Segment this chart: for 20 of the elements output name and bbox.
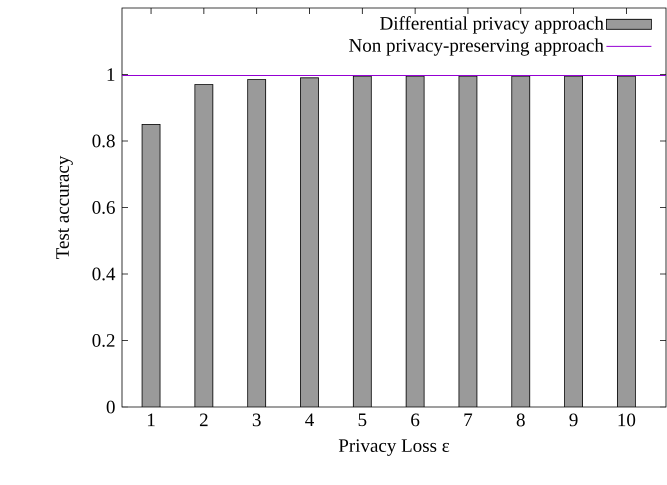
y-tick-label: 0.8 [92,134,115,148]
x-tick-label: 2 [200,414,208,426]
x-tick-label: 6 [411,414,420,426]
y-tick-label: 0.6 [92,201,115,214]
y-tick-label: 1 [108,68,114,81]
x-tick-label: 3 [252,414,261,426]
y-tick-label: 0 [106,400,115,414]
x-tick-label: 9 [569,414,578,426]
legend-label: Non privacy-preserving approach [349,38,604,56]
x-tick-label: 10 [618,414,636,426]
x-tick-label: 5 [358,414,366,426]
x-axis-title: Privacy Loss ε [338,439,450,456]
x-tick-label: 1 [148,414,155,426]
legend-label: Differential privacy approach [380,16,604,34]
y-tick-label: 0.4 [92,268,116,280]
y-axis-title: Test accuracy [56,156,73,259]
x-tick-label: 4 [305,414,314,426]
x-tick-label: 7 [464,414,472,426]
x-tick-label: 8 [516,414,525,426]
y-tick-label: 0.2 [92,334,114,347]
